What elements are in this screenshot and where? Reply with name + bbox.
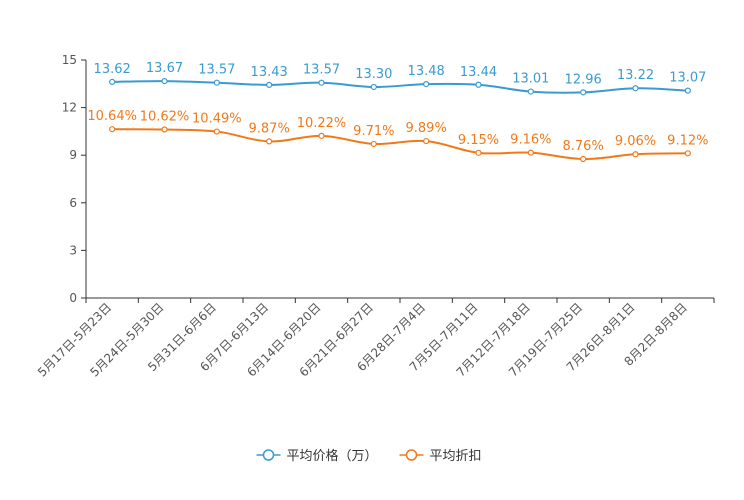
data-point <box>684 87 691 94</box>
data-label: 10.22% <box>297 116 347 131</box>
data-point <box>213 79 220 86</box>
data-label: 10.49% <box>192 112 242 127</box>
data-label: 13.01 <box>512 72 549 87</box>
data-point <box>580 89 587 96</box>
data-label: 13.57 <box>303 63 340 78</box>
data-point <box>109 78 116 85</box>
y-tick-label: 6 <box>69 196 77 210</box>
y-tick-label: 0 <box>69 291 77 305</box>
data-label: 10.62% <box>140 109 190 124</box>
data-label: 9.87% <box>249 121 290 136</box>
data-label: 9.12% <box>667 133 708 148</box>
data-label: 13.30 <box>355 67 392 82</box>
legend-marker-2 <box>405 449 418 461</box>
data-label: 9.89% <box>406 121 447 136</box>
data-point <box>266 81 273 89</box>
legend-label-2: 平均折扣 <box>430 449 482 464</box>
data-label: 10.64% <box>87 109 137 124</box>
legend-marker-1 <box>262 449 275 461</box>
y-tick-label: 15 <box>62 53 77 67</box>
data-point <box>527 88 534 95</box>
data-point <box>318 79 325 86</box>
data-point <box>213 128 220 135</box>
data-label: 13.44 <box>460 65 497 80</box>
data-label: 13.22 <box>617 68 654 83</box>
data-point <box>632 151 639 158</box>
y-tick-label: 12 <box>62 101 77 115</box>
data-point <box>527 149 534 156</box>
data-label: 8.76% <box>563 139 604 154</box>
data-point <box>266 138 273 145</box>
data-label: 13.48 <box>408 64 445 79</box>
series-line-1 <box>112 80 688 94</box>
data-point <box>370 140 377 148</box>
data-point <box>161 126 168 133</box>
data-label: 9.16% <box>510 133 551 148</box>
data-point <box>580 155 587 163</box>
data-point <box>423 81 430 88</box>
data-point <box>684 150 691 157</box>
data-point <box>423 137 430 145</box>
y-tick-label: 9 <box>69 148 77 162</box>
data-point <box>475 149 482 156</box>
legend-label-1: 平均价格（万） <box>287 448 378 464</box>
data-label: 9.15% <box>458 133 499 148</box>
data-label: 12.96 <box>565 72 602 87</box>
data-label: 13.57 <box>198 63 235 78</box>
data-point <box>475 81 482 88</box>
series-line-2 <box>112 128 688 161</box>
data-point <box>109 126 116 133</box>
data-label: 13.67 <box>146 61 183 76</box>
data-label: 9.71% <box>353 124 394 139</box>
data-point <box>632 85 639 92</box>
data-label: 13.43 <box>251 65 288 80</box>
y-tick-label: 3 <box>69 243 77 257</box>
data-point <box>370 83 377 91</box>
data-label: 13.07 <box>669 71 706 86</box>
data-label: 13.62 <box>94 62 131 77</box>
data-point <box>318 132 325 139</box>
data-label: 9.06% <box>615 134 656 149</box>
data-point <box>161 78 168 85</box>
